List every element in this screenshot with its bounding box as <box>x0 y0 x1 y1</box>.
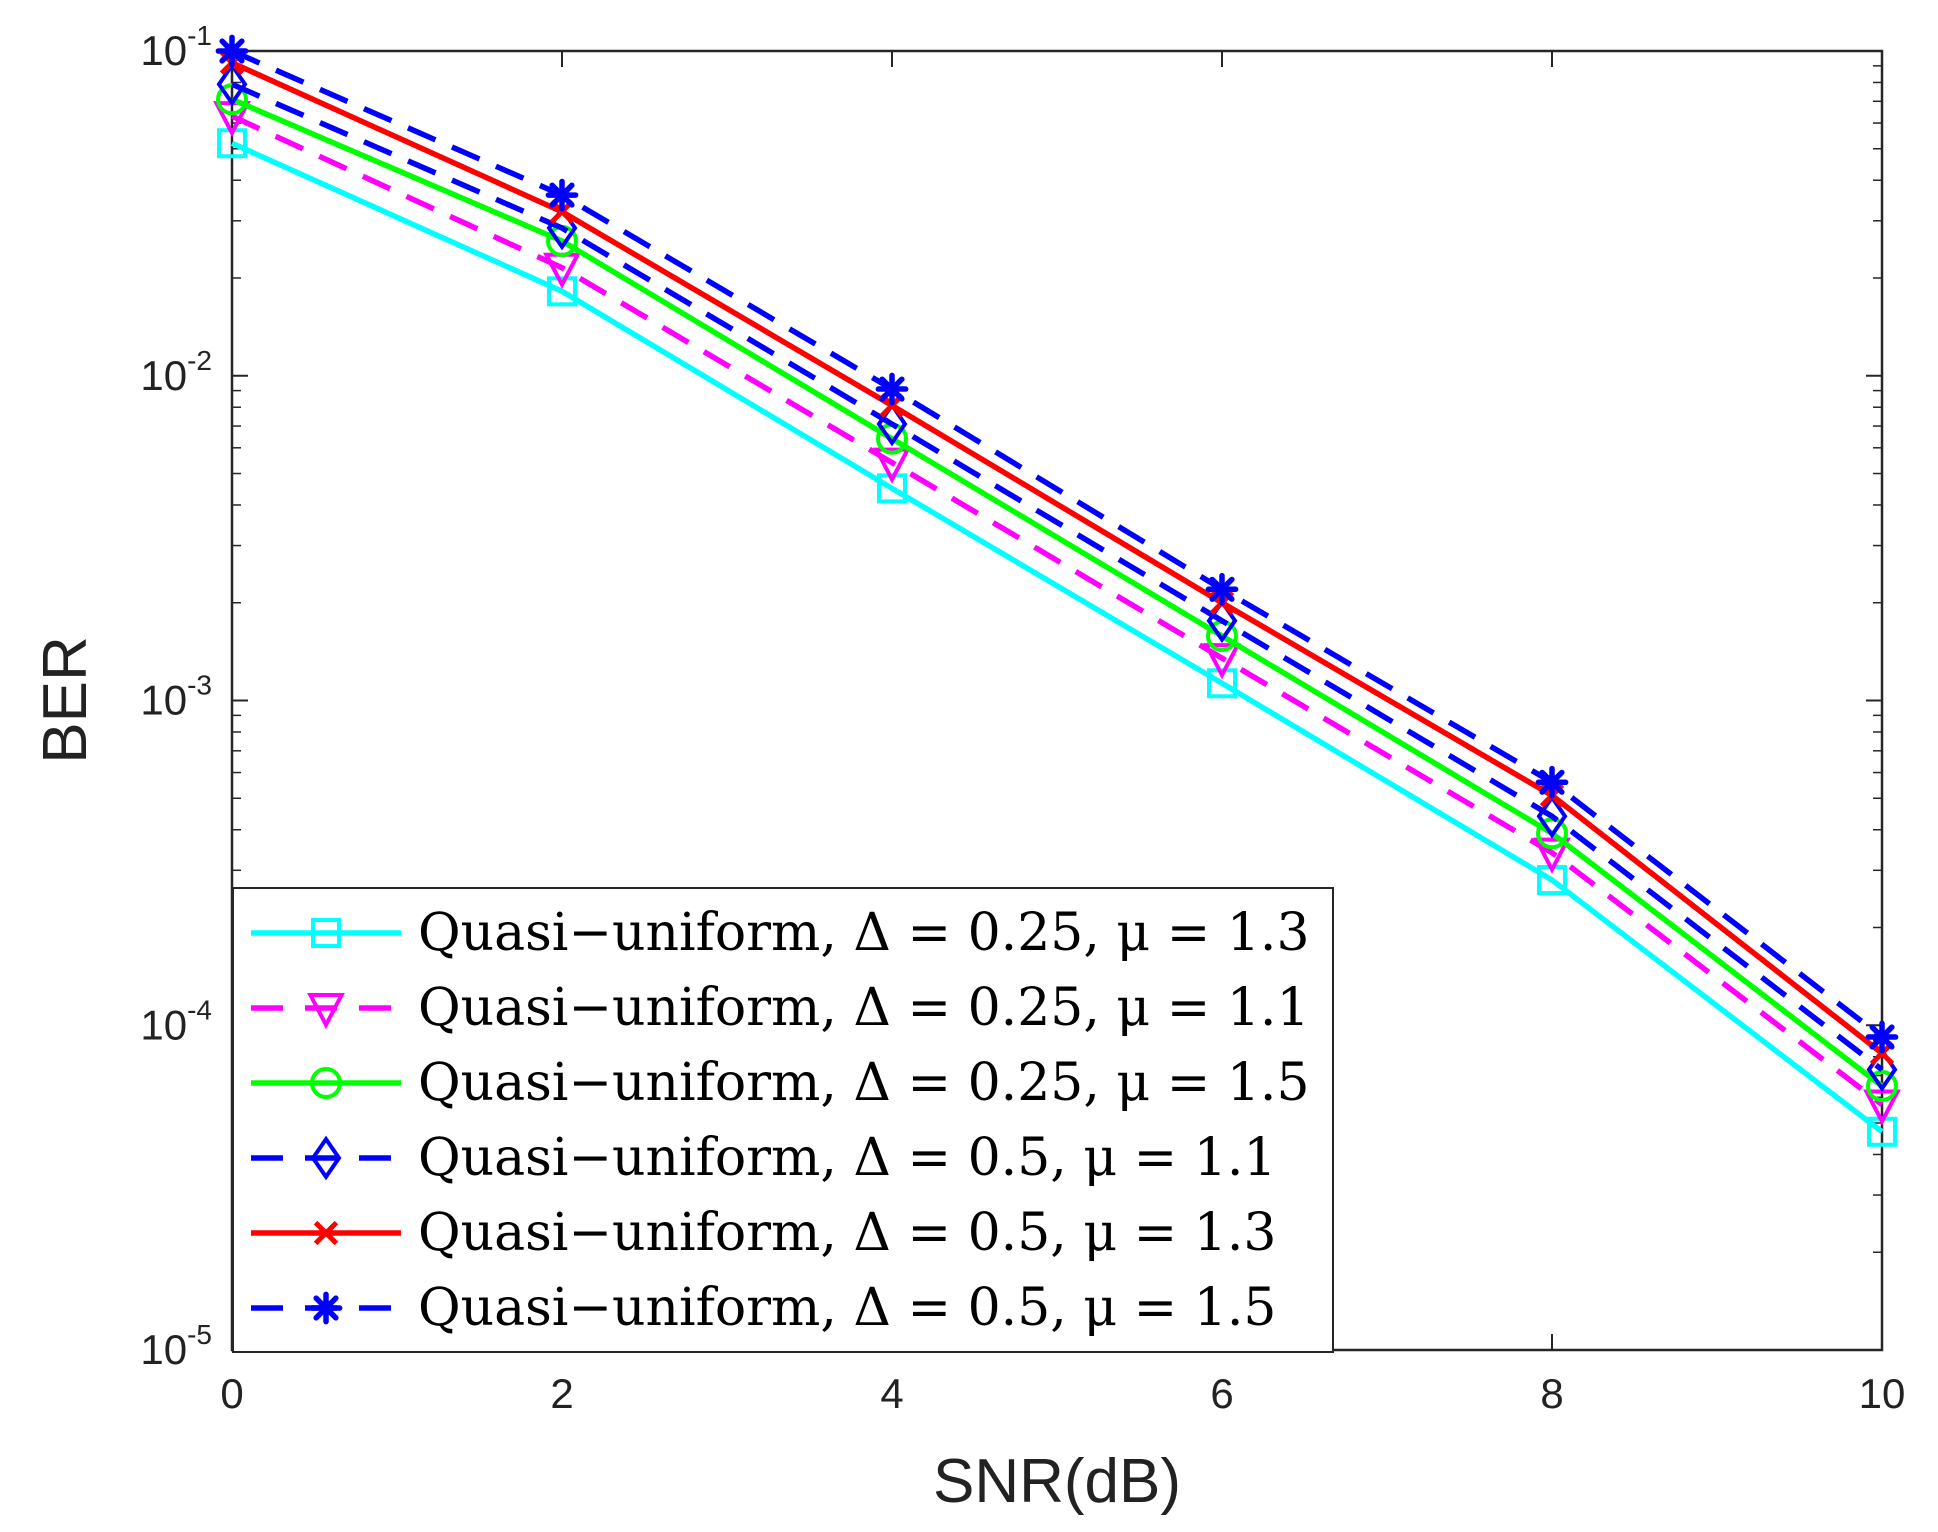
series-4-point-0 <box>216 61 248 107</box>
legend-swatch-marker-1 <box>311 918 341 948</box>
y-tick-label-0: 10-1 <box>140 20 212 74</box>
series-6-point-3 <box>1205 572 1239 606</box>
series-3-point-5 <box>1866 1070 1898 1103</box>
y-tick-label-2: 10-3 <box>140 670 212 724</box>
legend-label-4: Quasi−uniform, Δ = 0.5, μ = 1.1 <box>418 1128 1276 1188</box>
series-2-point-3 <box>1203 643 1241 680</box>
series-1-point-1 <box>547 276 577 307</box>
legend-swatch-marker-3 <box>310 1067 342 1099</box>
x-tick-label-2: 4 <box>880 1370 903 1417</box>
series-6-point-2 <box>875 372 909 406</box>
x-axis-title: SNR(dB) <box>933 1447 1181 1516</box>
series-6-point-1 <box>545 178 579 212</box>
series-6-point-0 <box>215 34 249 68</box>
legend-label-6: Quasi−uniform, Δ = 0.5, μ = 1.5 <box>418 1278 1276 1338</box>
axis-ticks: 0 2 4 6 8 10 10-1 10-2 10-3 10-4 10-5 <box>140 20 1905 1417</box>
y-tick-label-3: 10-4 <box>140 994 212 1048</box>
series-6-point-4 <box>1535 765 1569 799</box>
series-1-line <box>230 140 1884 1134</box>
series-3-line <box>230 96 1884 1089</box>
x-tick-label-4: 8 <box>1540 1370 1563 1417</box>
series-6-line <box>230 48 1884 1040</box>
series-1-point-3 <box>1207 668 1237 699</box>
legend-label-1: Quasi−uniform, Δ = 0.25, μ = 1.3 <box>418 903 1310 963</box>
legend-swatch-marker-2 <box>307 993 345 1030</box>
series-2-point-2 <box>873 447 911 484</box>
legend-swatch-marker-4 <box>310 1135 342 1181</box>
x-tick-label-1: 2 <box>550 1370 573 1417</box>
legend-box <box>232 887 1334 1353</box>
series-2-point-4 <box>1533 837 1571 874</box>
legend-label-3: Quasi−uniform, Δ = 0.25, μ = 1.5 <box>418 1053 1310 1113</box>
series-6 <box>215 34 1899 1054</box>
legend-label-5: Quasi−uniform, Δ = 0.5, μ = 1.3 <box>418 1203 1276 1263</box>
legend-swatch-marker-5 <box>313 1220 339 1246</box>
x-tick-label-0: 0 <box>220 1370 243 1417</box>
y-tick-label-4: 10-5 <box>140 1319 212 1373</box>
series-layer <box>213 34 1901 1147</box>
series-1 <box>217 128 1897 1147</box>
series-4-line <box>230 81 1884 1072</box>
y-tick-label-1: 10-2 <box>140 345 212 399</box>
legend: Quasi−uniform, Δ = 0.25, μ = 1.3 Quasi−un… <box>232 887 1334 1353</box>
legend-swatch-marker-6 <box>309 1291 343 1325</box>
y-axis-title: BER <box>31 636 100 763</box>
series-5-line <box>230 60 1884 1056</box>
series-4-point-4 <box>1536 793 1568 839</box>
series-2-line <box>230 113 1884 1107</box>
x-tick-label-3: 6 <box>1210 1370 1233 1417</box>
legend-label-2: Quasi−uniform, Δ = 0.25, μ = 1.1 <box>418 978 1310 1038</box>
series-4-point-2 <box>876 401 908 447</box>
x-tick-label-5: 10 <box>1859 1370 1906 1417</box>
series-6-point-5 <box>1865 1020 1899 1054</box>
